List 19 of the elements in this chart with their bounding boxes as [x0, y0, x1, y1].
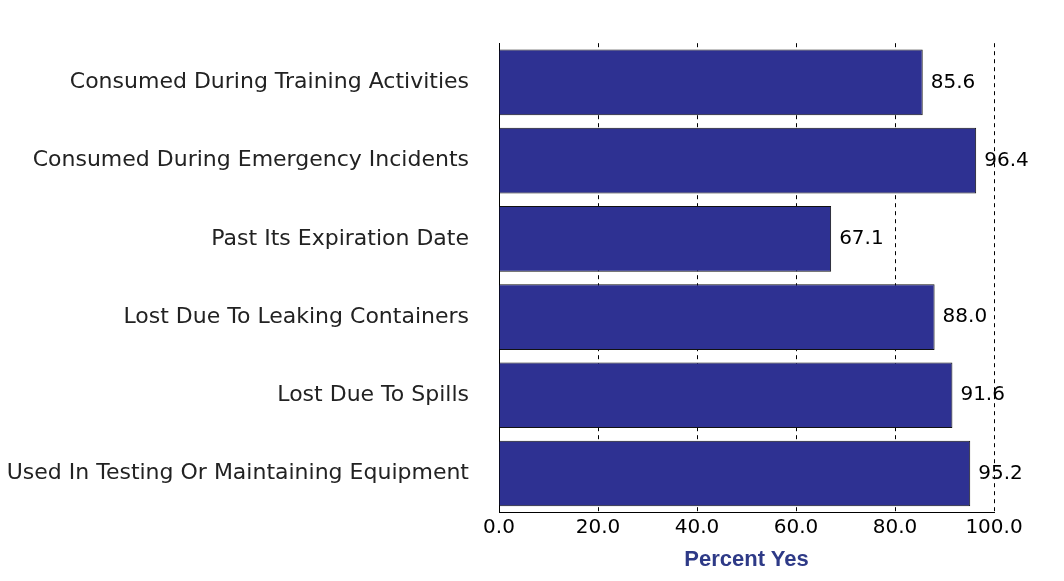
y-tick-label: Lost Due To Leaking Containers [123, 302, 469, 328]
x-tick-label: 40.0 [674, 513, 720, 538]
y-tick-label: Lost Due To Spills [277, 380, 469, 406]
data-label: 95.2 [978, 459, 1023, 484]
data-label: 96.4 [984, 146, 1029, 171]
y-tick-label: Past Its Expiration Date [211, 224, 469, 250]
data-label: 85.6 [930, 68, 976, 93]
x-tick-label: 100.0 [965, 513, 1023, 538]
x-tick-label: 80.0 [872, 513, 918, 538]
x-tick-label: 20.0 [575, 513, 621, 538]
y-tick-label: Used In Testing Or Maintaining Equipment [6, 459, 470, 485]
x-tick-label: 0.0 [483, 513, 515, 538]
x-tick-label: 60.0 [773, 513, 819, 538]
data-label: 88.0 [942, 303, 988, 328]
data-label: 67.1 [839, 224, 884, 249]
x-axis-title: Percent Yes [684, 545, 809, 571]
y-tick-label: Consumed During Training Activities [69, 68, 469, 94]
data-label: 91.6 [960, 381, 1005, 406]
y-tick-label: Consumed During Emergency Incidents [32, 146, 469, 172]
